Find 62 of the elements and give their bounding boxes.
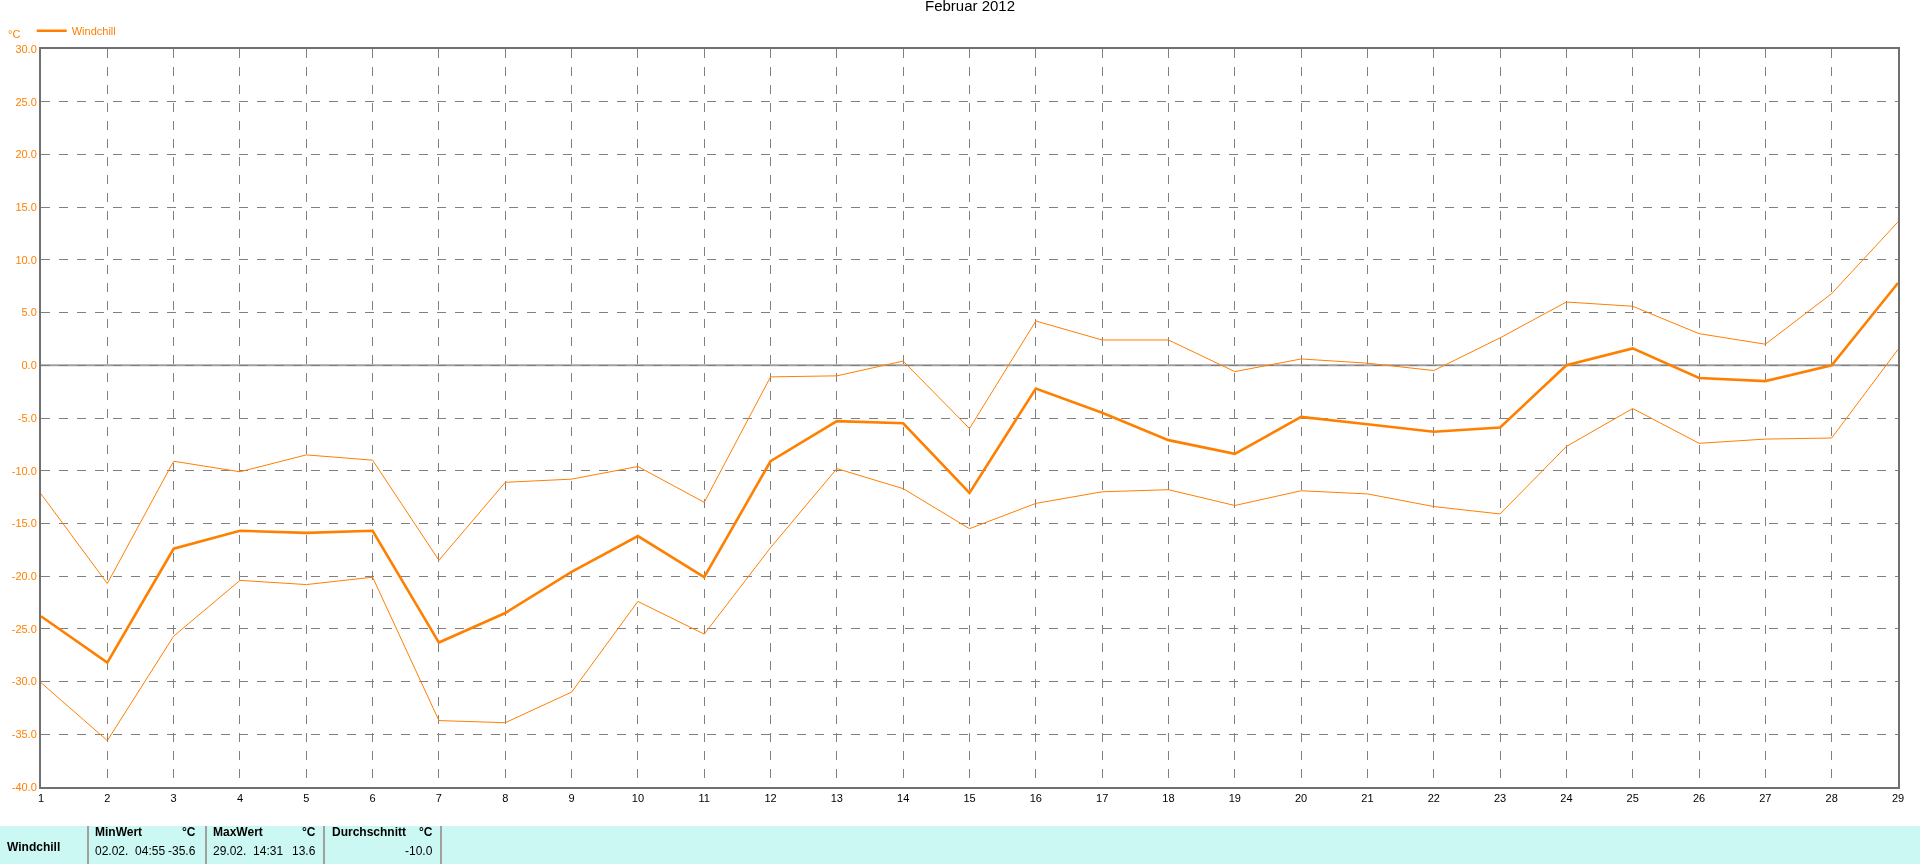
x-tick-label: 10 <box>631 792 645 805</box>
y-tick-label: 30.0 <box>15 42 37 55</box>
y-tick-label: -35.0 <box>11 728 37 741</box>
line-series <box>41 281 1898 664</box>
x-tick-label: 13 <box>830 792 843 805</box>
x-tick-label: 15 <box>963 792 976 805</box>
x-tick-label: 25 <box>1626 792 1639 805</box>
x-tick-label: 8 <box>502 792 509 805</box>
x-tick-label: 28 <box>1825 792 1838 805</box>
text: °C <box>419 825 433 839</box>
text: Windchill <box>7 840 61 854</box>
text: MaxWert <box>213 825 263 839</box>
y-axis-title: °C <box>8 28 21 40</box>
x-tick-label: 22 <box>1427 792 1440 805</box>
x-tick-label: 4 <box>236 792 244 805</box>
x-tick-label: 16 <box>1029 792 1042 805</box>
line-series <box>41 348 1898 742</box>
y-tick-label: -20.0 <box>11 569 37 582</box>
x-tick-label: 7 <box>435 792 442 805</box>
y-tick-label: 0.0 <box>21 359 37 372</box>
y-tick-label: 15.0 <box>15 200 37 213</box>
x-tick-label: 19 <box>1228 792 1241 805</box>
y-tick-label: 5.0 <box>21 306 37 319</box>
y-tick-label: -5.0 <box>17 411 37 424</box>
y-tick-label: 20.0 <box>15 148 37 161</box>
text: Durchschnitt <box>332 825 407 839</box>
x-tick-label: 26 <box>1692 792 1706 805</box>
y-tick-label: -40.0 <box>11 780 37 793</box>
y-tick-label: -25.0 <box>11 622 37 635</box>
chart-title: Februar 2012 <box>925 0 1016 14</box>
x-tick-label: 5 <box>303 792 310 805</box>
x-tick-label: 27 <box>1759 792 1772 805</box>
x-tick-label: 29 <box>1891 792 1905 805</box>
x-tick-label: 21 <box>1361 792 1374 805</box>
y-tick-label: 25.0 <box>15 95 37 108</box>
text: °C <box>302 825 316 839</box>
text: 13.6 <box>292 844 316 858</box>
text: 02.02. 04:55 <box>95 844 166 858</box>
y-tick-label: 10.0 <box>15 253 37 266</box>
x-tick-label: 14 <box>897 792 910 805</box>
line-series <box>41 221 1898 585</box>
x-tick-label: 17 <box>1096 792 1109 805</box>
y-tick-label: -10.0 <box>11 464 37 477</box>
x-tick-label: 3 <box>170 792 177 805</box>
x-tick-label: 18 <box>1162 792 1175 805</box>
y-tick-label: -15.0 <box>11 517 37 530</box>
y-tick-label: -30.0 <box>11 675 37 688</box>
x-tick-label: 24 <box>1560 792 1573 805</box>
x-tick-label: 9 <box>568 792 575 805</box>
text: °C <box>182 825 196 839</box>
text: 29.02. 14:31 <box>213 844 284 858</box>
text: -35.6 <box>168 844 196 858</box>
x-tick-label: 6 <box>369 792 376 805</box>
x-tick-label: 12 <box>764 792 777 805</box>
x-tick-label: 1 <box>37 792 45 805</box>
x-tick-label: 20 <box>1294 792 1308 805</box>
x-tick-label: 23 <box>1493 792 1507 805</box>
text: -10.0 <box>405 844 433 858</box>
x-tick-label: 2 <box>104 792 111 805</box>
x-tick-label: 11 <box>698 792 710 805</box>
legend-label: Windchill <box>71 25 116 38</box>
text: MinWert <box>95 825 143 839</box>
